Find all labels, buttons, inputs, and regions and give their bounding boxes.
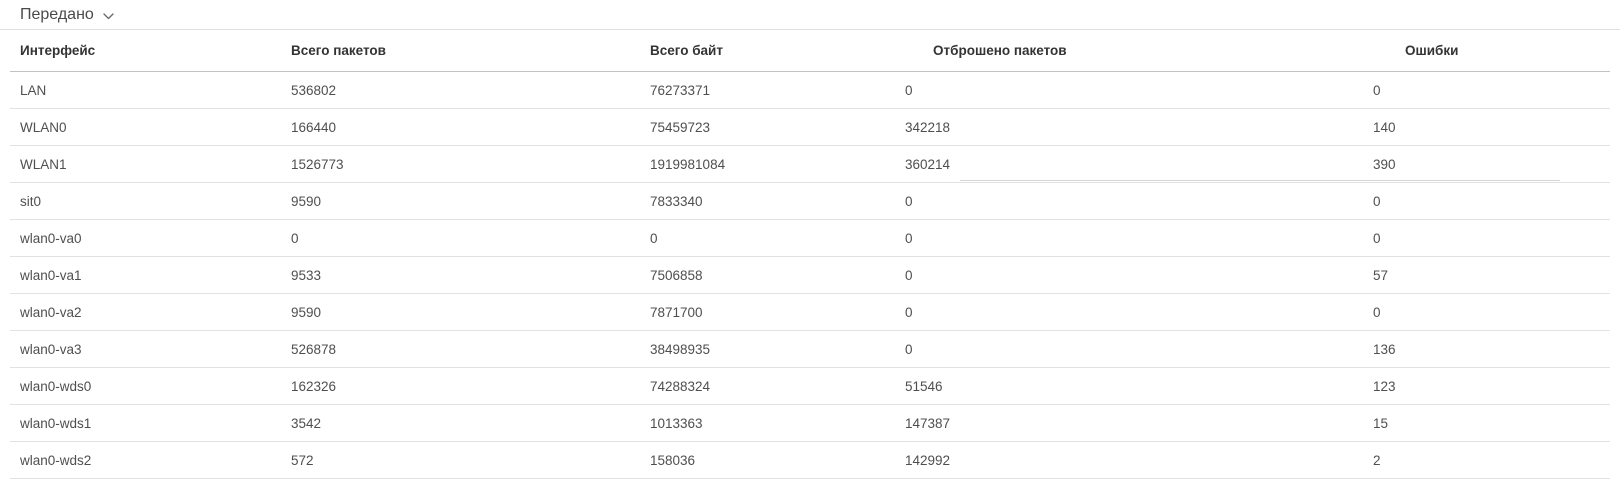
column-header-errors: Ошибки [1405,43,1459,58]
cell-bytes: 7506858 [650,267,703,283]
cell-packets: 162326 [291,378,337,394]
cell-interface: LAN [20,82,47,98]
cell-bytes: 1013363 [650,415,703,431]
cell-bytes: 38498935 [650,341,711,357]
cell-dropped: 0 [905,193,913,209]
cell-dropped: 0 [905,267,913,283]
cell-packets: 526878 [291,341,337,357]
chevron-down-icon [103,7,114,25]
cell-bytes: 7871700 [650,304,703,320]
cell-interface: wlan0-wds1 [20,415,92,431]
cell-errors: 0 [1373,230,1381,246]
cell-errors: 136 [1373,341,1396,357]
cell-errors: 0 [1373,82,1381,98]
panel-title: Передано [20,5,94,23]
cell-bytes: 74288324 [650,378,711,394]
cell-packets: 0 [291,230,299,246]
panel-header: Передано [0,0,1620,30]
cell-packets: 536802 [291,82,337,98]
cell-interface: wlan0-va1 [20,267,82,283]
cell-dropped: 51546 [905,378,943,394]
cell-errors: 2 [1373,452,1381,468]
cell-dropped: 342218 [905,119,951,135]
cell-dropped: 142992 [905,452,951,468]
column-header-packets: Всего пакетов [291,43,386,58]
cell-packets: 9590 [291,304,322,320]
table-row: wlan0-wds2 572 158036 142992 2 [10,442,1610,479]
cell-errors: 123 [1373,378,1396,394]
table-row: sit0 9590 7833340 0 0 [10,183,1610,220]
cell-dropped: 360214 [905,156,951,172]
column-header-dropped: Отброшено пакетов [933,43,1067,58]
cell-errors: 0 [1373,304,1381,320]
table-row: wlan0-wds0 162326 74288324 51546 123 [10,368,1610,405]
table-row: wlan0-va0 0 0 0 0 [10,220,1610,257]
cell-bytes: 76273371 [650,82,711,98]
cell-interface: WLAN0 [20,119,67,135]
cell-interface: wlan0-va2 [20,304,82,320]
cell-errors: 57 [1373,267,1389,283]
cell-errors: 140 [1373,119,1396,135]
cell-bytes: 7833340 [650,193,703,209]
cell-packets: 1526773 [291,156,344,172]
table-row: wlan0-va3 526878 38498935 0 136 [10,331,1610,368]
cell-bytes: 158036 [650,452,696,468]
divider-artifact [960,180,1560,181]
cell-packets: 3542 [291,415,322,431]
table-row: wlan0-va2 9590 7871700 0 0 [10,294,1610,331]
table-row: WLAN0 166440 75459723 342218 140 [10,109,1610,146]
interface-stats-table: Интерфейс Всего пакетов Всего байт Отбро… [10,30,1610,479]
cell-dropped: 0 [905,230,913,246]
cell-interface: sit0 [20,193,42,209]
cell-interface: wlan0-wds2 [20,452,92,468]
table-row: wlan0-va1 9533 7506858 0 57 [10,257,1610,294]
cell-bytes: 1919981084 [650,156,726,172]
transmitted-dropdown[interactable]: Передано [20,4,114,25]
cell-interface: WLAN1 [20,156,67,172]
cell-errors: 15 [1373,415,1389,431]
cell-interface: wlan0-va0 [20,230,82,246]
cell-packets: 9590 [291,193,322,209]
table-row: WLAN1 1526773 1919981084 360214 390 [10,146,1610,183]
cell-interface: wlan0-va3 [20,341,82,357]
cell-bytes: 0 [650,230,658,246]
table-row: wlan0-wds1 3542 1013363 147387 15 [10,405,1610,442]
table-header-row: Интерфейс Всего пакетов Всего байт Отбро… [10,30,1610,72]
cell-packets: 572 [291,452,314,468]
cell-bytes: 75459723 [650,119,711,135]
cell-dropped: 0 [905,304,913,320]
cell-interface: wlan0-wds0 [20,378,92,394]
cell-dropped: 0 [905,341,913,357]
cell-errors: 0 [1373,193,1381,209]
table-row: LAN 536802 76273371 0 0 [10,72,1610,109]
cell-dropped: 147387 [905,415,951,431]
cell-errors: 390 [1373,156,1396,172]
cell-packets: 166440 [291,119,337,135]
cell-dropped: 0 [905,82,913,98]
column-header-interface: Интерфейс [20,43,96,58]
column-header-bytes: Всего байт [650,43,723,58]
cell-packets: 9533 [291,267,322,283]
